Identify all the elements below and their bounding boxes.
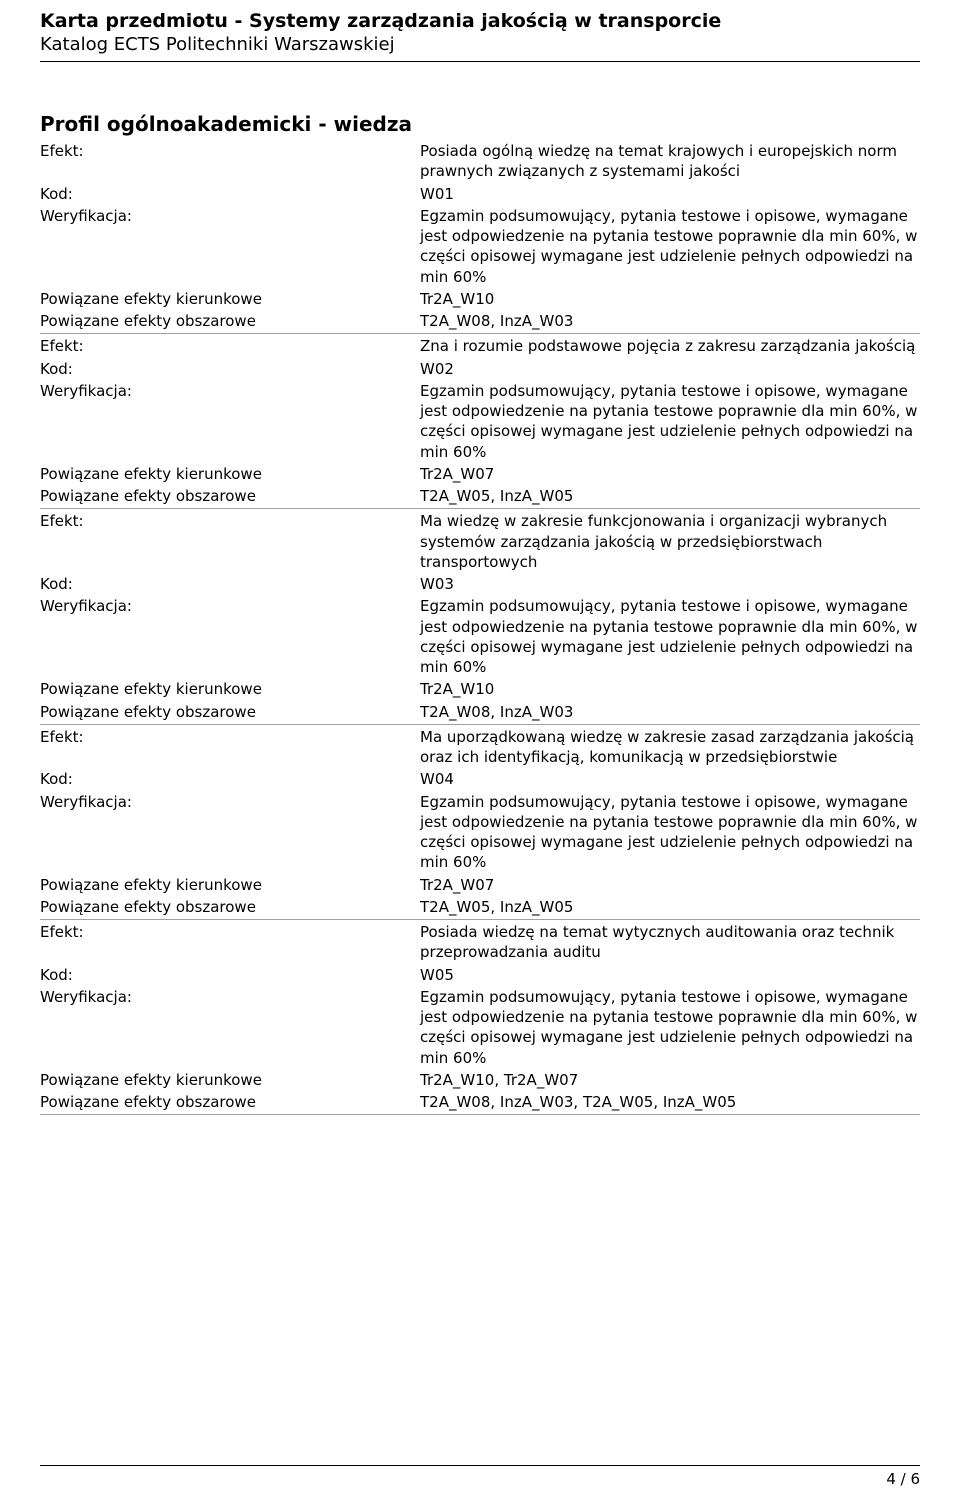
- row-value-kier: Tr2A_W07: [420, 874, 920, 896]
- row-value-efekt: Posiada wiedzę na temat wytycznych audit…: [420, 920, 920, 964]
- row-value-kod: W01: [420, 183, 920, 205]
- row-label-kier: Powiązane efekty kierunkowe: [40, 288, 420, 310]
- row-label-kier: Powiązane efekty kierunkowe: [40, 1069, 420, 1091]
- row-label-kod: Kod:: [40, 768, 420, 790]
- row-value-kier: Tr2A_W10: [420, 288, 920, 310]
- row-value-obsz: T2A_W05, InzA_W05: [420, 896, 920, 920]
- row-label-weryf: Weryfikacja:: [40, 791, 420, 874]
- row-label-obsz: Powiązane efekty obszarowe: [40, 310, 420, 334]
- table-row: Powiązane efekty obszaroweT2A_W08, InzA_…: [40, 1091, 920, 1115]
- row-label-efekt: Efekt:: [40, 920, 420, 964]
- row-value-weryf: Egzamin podsumowujący, pytania testowe i…: [420, 205, 920, 288]
- row-label-kod: Kod:: [40, 183, 420, 205]
- row-value-kier: Tr2A_W07: [420, 463, 920, 485]
- row-label-efekt: Efekt:: [40, 509, 420, 573]
- row-value-kod: W04: [420, 768, 920, 790]
- table-row: Powiązane efekty obszaroweT2A_W05, InzA_…: [40, 485, 920, 509]
- page-footer: 4 / 6: [40, 1465, 920, 1488]
- row-label-kier: Powiązane efekty kierunkowe: [40, 678, 420, 700]
- row-value-weryf: Egzamin podsumowujący, pytania testowe i…: [420, 791, 920, 874]
- table-row: Kod:W05: [40, 964, 920, 986]
- row-label-efekt: Efekt:: [40, 724, 420, 768]
- table-row: Efekt:Ma uporządkowaną wiedzę w zakresie…: [40, 724, 920, 768]
- table-row: Weryfikacja:Egzamin podsumowujący, pytan…: [40, 986, 920, 1069]
- table-row: Powiązane efekty kierunkoweTr2A_W07: [40, 463, 920, 485]
- table-row: Kod:W02: [40, 358, 920, 380]
- table-row: Kod:W03: [40, 573, 920, 595]
- row-value-kod: W02: [420, 358, 920, 380]
- row-value-obsz: T2A_W08, InzA_W03, T2A_W05, InzA_W05: [420, 1091, 920, 1115]
- row-value-kier: Tr2A_W10: [420, 678, 920, 700]
- row-value-efekt: Ma uporządkowaną wiedzę w zakresie zasad…: [420, 724, 920, 768]
- row-label-obsz: Powiązane efekty obszarowe: [40, 485, 420, 509]
- row-label-kier: Powiązane efekty kierunkowe: [40, 874, 420, 896]
- row-value-kod: W05: [420, 964, 920, 986]
- table-row: Powiązane efekty kierunkoweTr2A_W10, Tr2…: [40, 1069, 920, 1091]
- effects-table: Efekt:Posiada ogólną wiedzę na temat kra…: [40, 140, 920, 1115]
- row-value-efekt: Ma wiedzę w zakresie funkcjonowania i or…: [420, 509, 920, 573]
- table-row: Weryfikacja:Egzamin podsumowujący, pytan…: [40, 791, 920, 874]
- table-row: Powiązane efekty obszaroweT2A_W05, InzA_…: [40, 896, 920, 920]
- row-value-obsz: T2A_W08, InzA_W03: [420, 701, 920, 725]
- row-value-obsz: T2A_W05, InzA_W05: [420, 485, 920, 509]
- header-title: Karta przedmiotu - Systemy zarządzania j…: [40, 10, 920, 32]
- row-label-obsz: Powiązane efekty obszarowe: [40, 896, 420, 920]
- table-row: Weryfikacja:Egzamin podsumowujący, pytan…: [40, 205, 920, 288]
- row-label-weryf: Weryfikacja:: [40, 205, 420, 288]
- table-row: Powiązane efekty kierunkoweTr2A_W10: [40, 288, 920, 310]
- row-value-kod: W03: [420, 573, 920, 595]
- row-value-efekt: Zna i rozumie podstawowe pojęcia z zakre…: [420, 334, 920, 358]
- table-row: Efekt:Ma wiedzę w zakresie funkcjonowani…: [40, 509, 920, 573]
- row-label-weryf: Weryfikacja:: [40, 986, 420, 1069]
- table-row: Kod:W04: [40, 768, 920, 790]
- table-row: Efekt:Zna i rozumie podstawowe pojęcia z…: [40, 334, 920, 358]
- row-value-efekt: Posiada ogólną wiedzę na temat krajowych…: [420, 140, 920, 183]
- row-label-kod: Kod:: [40, 573, 420, 595]
- row-label-weryf: Weryfikacja:: [40, 380, 420, 463]
- header-rule: [40, 61, 920, 62]
- row-value-weryf: Egzamin podsumowujący, pytania testowe i…: [420, 595, 920, 678]
- table-row: Efekt:Posiada wiedzę na temat wytycznych…: [40, 920, 920, 964]
- header-subtitle: Katalog ECTS Politechniki Warszawskiej: [40, 34, 920, 55]
- row-value-weryf: Egzamin podsumowujący, pytania testowe i…: [420, 380, 920, 463]
- row-value-weryf: Egzamin podsumowujący, pytania testowe i…: [420, 986, 920, 1069]
- row-label-kier: Powiązane efekty kierunkowe: [40, 463, 420, 485]
- table-row: Efekt:Posiada ogólną wiedzę na temat kra…: [40, 140, 920, 183]
- row-label-kod: Kod:: [40, 964, 420, 986]
- table-row: Kod:W01: [40, 183, 920, 205]
- table-row: Weryfikacja:Egzamin podsumowujący, pytan…: [40, 380, 920, 463]
- table-row: Powiązane efekty obszaroweT2A_W08, InzA_…: [40, 701, 920, 725]
- row-label-weryf: Weryfikacja:: [40, 595, 420, 678]
- row-value-obsz: T2A_W08, InzA_W03: [420, 310, 920, 334]
- row-label-obsz: Powiązane efekty obszarowe: [40, 701, 420, 725]
- row-label-kod: Kod:: [40, 358, 420, 380]
- table-row: Weryfikacja:Egzamin podsumowujący, pytan…: [40, 595, 920, 678]
- row-label-obsz: Powiązane efekty obszarowe: [40, 1091, 420, 1115]
- row-label-efekt: Efekt:: [40, 334, 420, 358]
- row-value-kier: Tr2A_W10, Tr2A_W07: [420, 1069, 920, 1091]
- row-label-efekt: Efekt:: [40, 140, 420, 183]
- table-row: Powiązane efekty kierunkoweTr2A_W10: [40, 678, 920, 700]
- table-row: Powiązane efekty kierunkoweTr2A_W07: [40, 874, 920, 896]
- table-row: Powiązane efekty obszaroweT2A_W08, InzA_…: [40, 310, 920, 334]
- section-heading: Profil ogólnoakademicki - wiedza: [40, 112, 920, 136]
